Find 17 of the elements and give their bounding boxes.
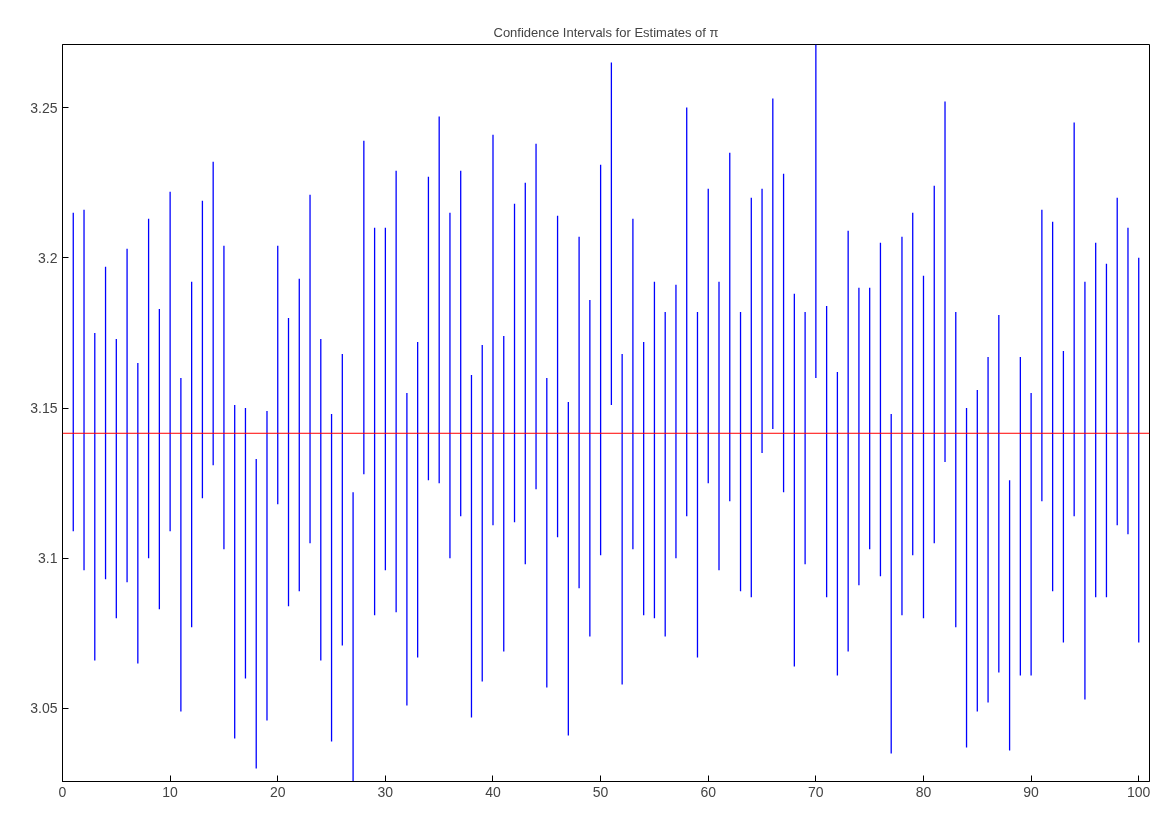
x-tick-label: 100 <box>1127 783 1151 800</box>
y-tick-label: 3.1 <box>38 550 58 567</box>
y-tick-label: 3.25 <box>30 99 58 116</box>
y-tick-label: 3.05 <box>30 700 58 717</box>
x-tick-label: 70 <box>808 783 824 800</box>
x-tick-label: 0 <box>58 783 67 800</box>
x-tick-label: 30 <box>377 783 394 800</box>
x-tick-label: 80 <box>915 783 932 800</box>
chart-title: Confidence Intervals for Estimates of π <box>493 24 719 40</box>
x-tick-label: 40 <box>485 783 501 800</box>
x-tick-label: 20 <box>269 783 286 800</box>
x-tick-label: 90 <box>1023 783 1040 800</box>
y-tick-label: 3.15 <box>30 400 58 417</box>
x-tick-label: 60 <box>700 783 717 800</box>
y-tick-label: 3.2 <box>38 249 58 266</box>
x-tick-label: 10 <box>162 783 179 800</box>
x-tick-label: 50 <box>592 783 609 800</box>
